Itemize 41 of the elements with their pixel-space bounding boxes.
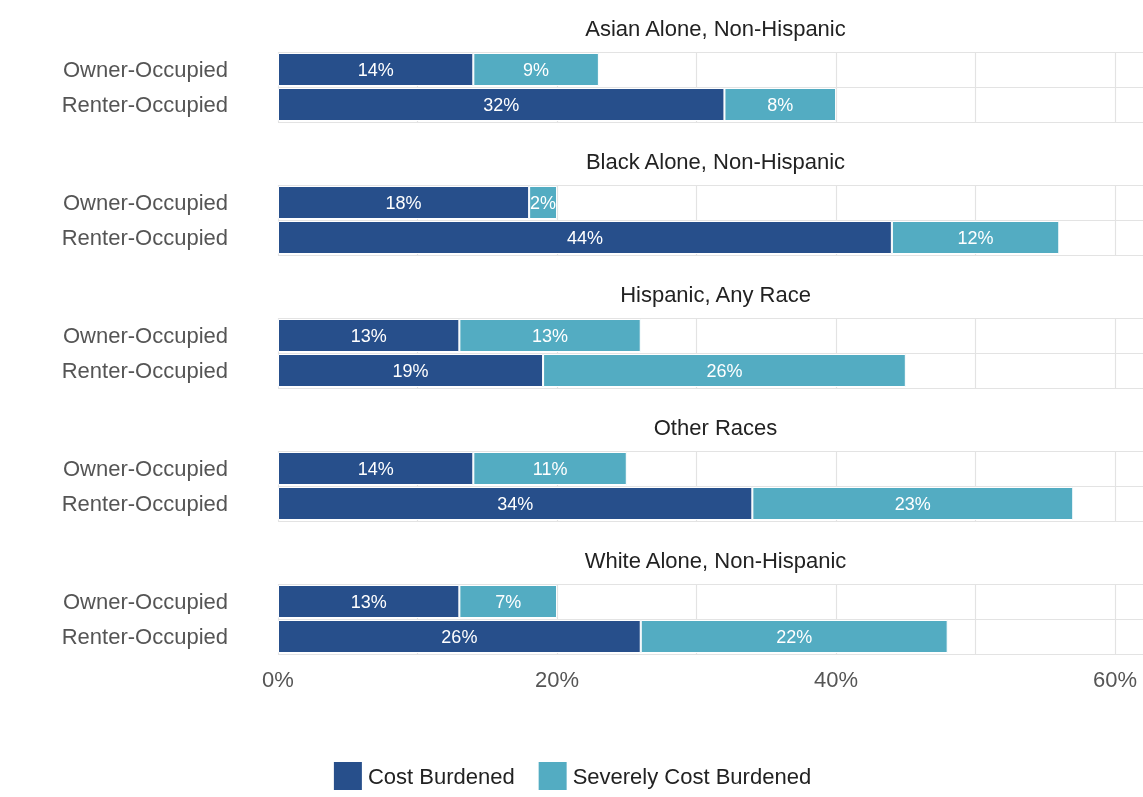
y-tick-label: Renter-Occupied <box>61 225 228 250</box>
chart-title: Other Races <box>653 414 778 440</box>
data-label: 44% <box>566 227 603 248</box>
data-label: 12% <box>957 227 994 248</box>
x-tick-label: 40% <box>814 666 859 692</box>
y-tick-label: Owner-Occupied <box>62 323 228 348</box>
y-tick-label: Renter-Occupied <box>61 624 228 649</box>
data-label: 7% <box>495 591 522 612</box>
legend-label: Cost Burdened <box>367 763 515 789</box>
x-tick-label: 20% <box>535 666 580 692</box>
y-tick-label: Renter-Occupied <box>61 358 228 383</box>
legend-label: Severely Cost Burdened <box>572 763 812 789</box>
chart-title: Asian Alone, Non-Hispanic <box>585 15 846 41</box>
data-label: 13% <box>532 325 569 346</box>
y-tick-label: Renter-Occupied <box>61 92 228 117</box>
data-label: 19% <box>392 360 429 381</box>
data-label: 22% <box>776 626 813 647</box>
data-label: 14% <box>357 59 394 80</box>
data-label: 9% <box>523 59 550 80</box>
data-label: 11% <box>532 458 568 479</box>
y-tick-label: Owner-Occupied <box>62 190 228 215</box>
chart-title: White Alone, Non-Hispanic <box>584 547 847 573</box>
data-label: 18% <box>385 192 422 213</box>
x-tick-label: 60% <box>1093 666 1138 692</box>
data-label: 32% <box>483 94 520 115</box>
y-tick-label: Renter-Occupied <box>61 491 228 516</box>
y-tick-label: Owner-Occupied <box>62 589 228 614</box>
data-label: 34% <box>497 493 534 514</box>
data-label: 8% <box>767 94 794 115</box>
data-label: 13% <box>350 591 387 612</box>
data-label: 2% <box>530 192 557 213</box>
data-label: 13% <box>350 325 387 346</box>
data-label: 26% <box>706 360 743 381</box>
y-tick-label: Owner-Occupied <box>62 456 228 481</box>
data-label: 23% <box>894 493 931 514</box>
data-label: 14% <box>357 458 394 479</box>
chart-title: Black Alone, Non-Hispanic <box>585 148 846 174</box>
y-tick-label: Owner-Occupied <box>62 57 228 82</box>
chart-title: Hispanic, Any Race <box>620 281 811 307</box>
data-label: 26% <box>441 626 478 647</box>
x-tick-label: 0% <box>262 666 294 692</box>
